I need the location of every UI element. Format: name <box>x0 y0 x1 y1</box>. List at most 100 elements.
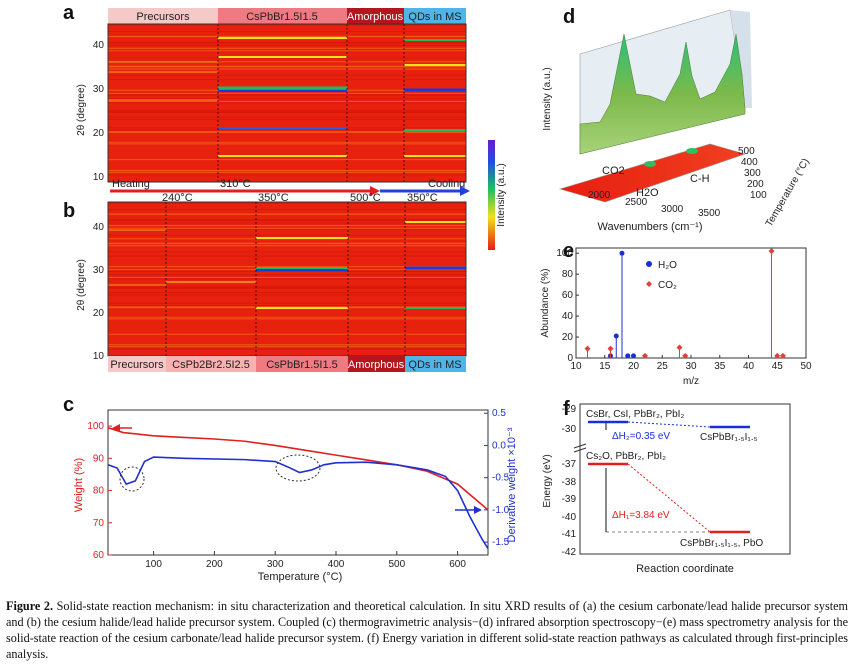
b-seg-amorphous-bg <box>348 356 405 372</box>
figure-caption: Figure 2. Solid-state reaction mechanism… <box>6 598 848 662</box>
d-floor <box>558 143 747 203</box>
e-ytick-label: 0 <box>567 353 573 364</box>
panel-e: 10 15 20 25 30 35 40 45 50 0 20 40 60 80 100 Abundance… <box>540 247 812 387</box>
e-legend-co2-marker <box>646 281 652 287</box>
d-side-wall <box>730 10 752 108</box>
a-ylabel: 2θ (degree) <box>76 84 87 136</box>
b-seg-qds: QDs in MS <box>408 359 461 371</box>
colorbar <box>488 140 495 250</box>
e-xtick-label: 20 <box>628 361 640 372</box>
c-circle-2 <box>275 454 321 482</box>
a-seg-cspb: CsPbBr1.5I1.5 <box>246 11 318 23</box>
c-ylabel-right: Derivative weight ×10⁻³ <box>506 427 518 542</box>
e-xtick-label: 15 <box>599 361 611 372</box>
c-xtick-label: 300 <box>267 559 284 570</box>
e-legend-h2o: H₂O <box>658 260 677 271</box>
d-xtick-3500: 3500 <box>698 208 721 219</box>
temp-240: 240°C <box>162 192 193 204</box>
c-xtick-label: 400 <box>328 559 345 570</box>
panel-letter-f: f <box>563 398 570 420</box>
c-ytick-right-label: 0.0 <box>492 440 506 451</box>
e-xtick-label: 45 <box>772 361 784 372</box>
e-point-h2o <box>625 353 631 359</box>
e-ytick-label: 20 <box>562 332 574 343</box>
panel-letter-b: b <box>63 200 76 222</box>
f-axis-break-2 <box>573 447 587 453</box>
d-ytick-400: 400 <box>741 157 758 168</box>
c-xtick-label: 200 <box>206 559 223 570</box>
f-connector-2 <box>627 463 711 533</box>
e-point-co2 <box>642 352 648 359</box>
heatmap-a <box>107 23 467 183</box>
f-ytick-29: -29 <box>562 404 577 415</box>
c-weight-arrowhead <box>112 424 120 432</box>
e-point-co2 <box>768 248 775 255</box>
e-point-co2 <box>607 345 614 352</box>
b-seg-precursors-bg <box>108 356 166 372</box>
f-label-product-1: CsPbBr₁.₅I₁.₅ <box>700 432 758 443</box>
f-label-reactants-1: CsBr, CsI, PbBr₂, PbI₂ <box>586 409 684 420</box>
c-ytick-left-label: 70 <box>93 518 105 529</box>
panel-letter-e: e <box>563 240 575 262</box>
c-xtick-label: 600 <box>449 559 466 570</box>
f-ytick-40: -40 <box>562 512 577 523</box>
e-point-co2 <box>682 352 689 359</box>
d-ann-ch: C-H <box>690 173 710 185</box>
temp-350b: 350°C <box>407 192 438 204</box>
b-seg-cspb2-bg <box>166 356 256 372</box>
b-seg-precursors: Precursors <box>110 359 164 371</box>
c-ytick-left-label: 60 <box>93 550 105 561</box>
b-ytick-40: 40 <box>93 222 105 233</box>
c-xtick-label: 500 <box>388 559 405 570</box>
e-xtick-label: 10 <box>570 361 582 372</box>
e-ytick-label: 80 <box>562 269 574 280</box>
f-label-reactants-2: Cs₂O, PbBr₂, PbI₂ <box>586 451 666 462</box>
f-axis-break-1 <box>573 443 587 449</box>
colorbar-label: Intensity (a.u.) <box>496 163 507 226</box>
e-legend-co2: CO₂ <box>658 280 677 291</box>
c-ytick-right-label: 0.5 <box>492 408 506 419</box>
a-ytick-40: 40 <box>93 40 105 51</box>
d-zlabel: Intensity (a.u.) <box>542 67 553 130</box>
b-seg-qds-bg <box>405 356 466 372</box>
b-seg-cspb: CsPbBr1.5I1.5 <box>266 359 338 371</box>
e-ytick-label: 40 <box>562 311 574 322</box>
a-seg-qds: QDs in MS <box>408 11 461 23</box>
e-legend-h2o-marker <box>646 261 652 267</box>
panel-f: -29 -30 -37 -38 -39 -40 -41 -42 Energy (… <box>542 403 791 575</box>
f-ylabel: Energy (eV) <box>542 454 553 507</box>
temp-500: 500°C <box>350 192 381 204</box>
f-ytick-42: -42 <box>562 547 577 558</box>
e-xtick-label: 25 <box>657 361 669 372</box>
a-ytick-20: 20 <box>93 128 105 139</box>
f-ytick-30: -30 <box>562 424 577 435</box>
f-plot-frame <box>579 403 791 555</box>
temp-310: 310°C <box>220 178 251 190</box>
d-ann-h2o: H2O <box>636 187 659 199</box>
e-xtick-label: 35 <box>714 361 726 372</box>
e-xlabel: m/z <box>683 376 699 387</box>
e-ylabel: Abundance (%) <box>540 269 551 338</box>
a-ytick-10: 10 <box>93 172 105 183</box>
b-ytick-20: 20 <box>93 308 105 319</box>
f-label-product-2: CsPbBr₁.₅I₁.₅, PbO <box>680 538 763 549</box>
f-ytick-39: -39 <box>562 494 577 505</box>
f-dh2: ΔH₂=0.35 eV <box>612 431 670 442</box>
a-seg-amorphous: Amorphous <box>347 11 404 23</box>
f-dh1: ΔH₁=3.84 eV <box>612 510 670 521</box>
d-xlabel: Wavenumbers (cm⁻¹) <box>597 221 702 233</box>
e-point-h2o <box>613 333 619 339</box>
f-ytick-38: -38 <box>562 477 577 488</box>
c-derivative-line <box>107 456 489 549</box>
caption-text: Solid-state reaction mechanism: in situ … <box>6 599 849 661</box>
panel-letter-c: c <box>63 394 75 416</box>
heating-label: Heating <box>112 178 150 190</box>
c-weight-line <box>107 426 489 511</box>
b-ytick-10: 10 <box>93 351 105 362</box>
c-ytick-left-label: 100 <box>87 421 104 432</box>
d-ytick-100: 100 <box>750 190 767 201</box>
c-ylabel-left: Weight (%) <box>73 458 85 512</box>
heatmap-b <box>107 201 467 357</box>
panel-letter-a: a <box>63 2 75 24</box>
d-ytick-200: 200 <box>747 179 764 190</box>
